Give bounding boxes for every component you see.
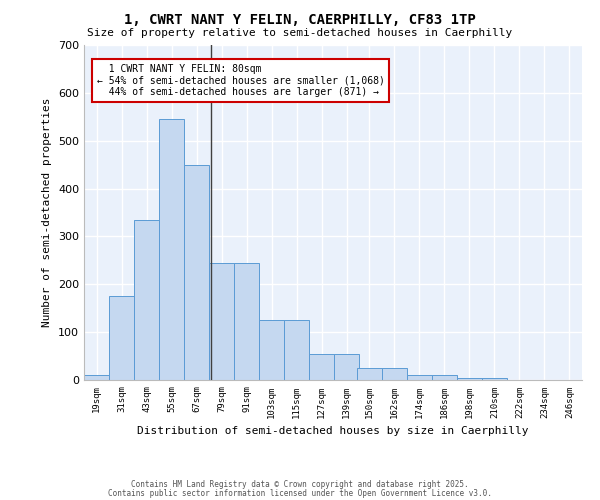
Text: Contains public sector information licensed under the Open Government Licence v3: Contains public sector information licen… — [108, 488, 492, 498]
Text: 1, CWRT NANT Y FELIN, CAERPHILLY, CF83 1TP: 1, CWRT NANT Y FELIN, CAERPHILLY, CF83 1… — [124, 12, 476, 26]
Text: Size of property relative to semi-detached houses in Caerphilly: Size of property relative to semi-detach… — [88, 28, 512, 38]
Bar — [235, 263, 259, 380]
Bar — [407, 375, 431, 380]
Text: 1 CWRT NANT Y FELIN: 80sqm
← 54% of semi-detached houses are smaller (1,068)
  4: 1 CWRT NANT Y FELIN: 80sqm ← 54% of semi… — [97, 64, 385, 98]
Bar — [134, 220, 159, 380]
Text: Contains HM Land Registry data © Crown copyright and database right 2025.: Contains HM Land Registry data © Crown c… — [131, 480, 469, 489]
Bar — [184, 164, 209, 380]
X-axis label: Distribution of semi-detached houses by size in Caerphilly: Distribution of semi-detached houses by … — [137, 426, 529, 436]
Bar — [109, 296, 134, 380]
Bar — [482, 378, 506, 380]
Bar — [160, 119, 184, 380]
Bar — [259, 320, 284, 380]
Y-axis label: Number of semi-detached properties: Number of semi-detached properties — [43, 98, 52, 327]
Bar — [357, 368, 382, 380]
Bar — [334, 354, 359, 380]
Bar — [284, 320, 309, 380]
Bar — [432, 375, 457, 380]
Bar — [209, 263, 234, 380]
Bar — [85, 375, 109, 380]
Bar — [310, 354, 334, 380]
Bar — [457, 378, 482, 380]
Bar — [382, 368, 407, 380]
